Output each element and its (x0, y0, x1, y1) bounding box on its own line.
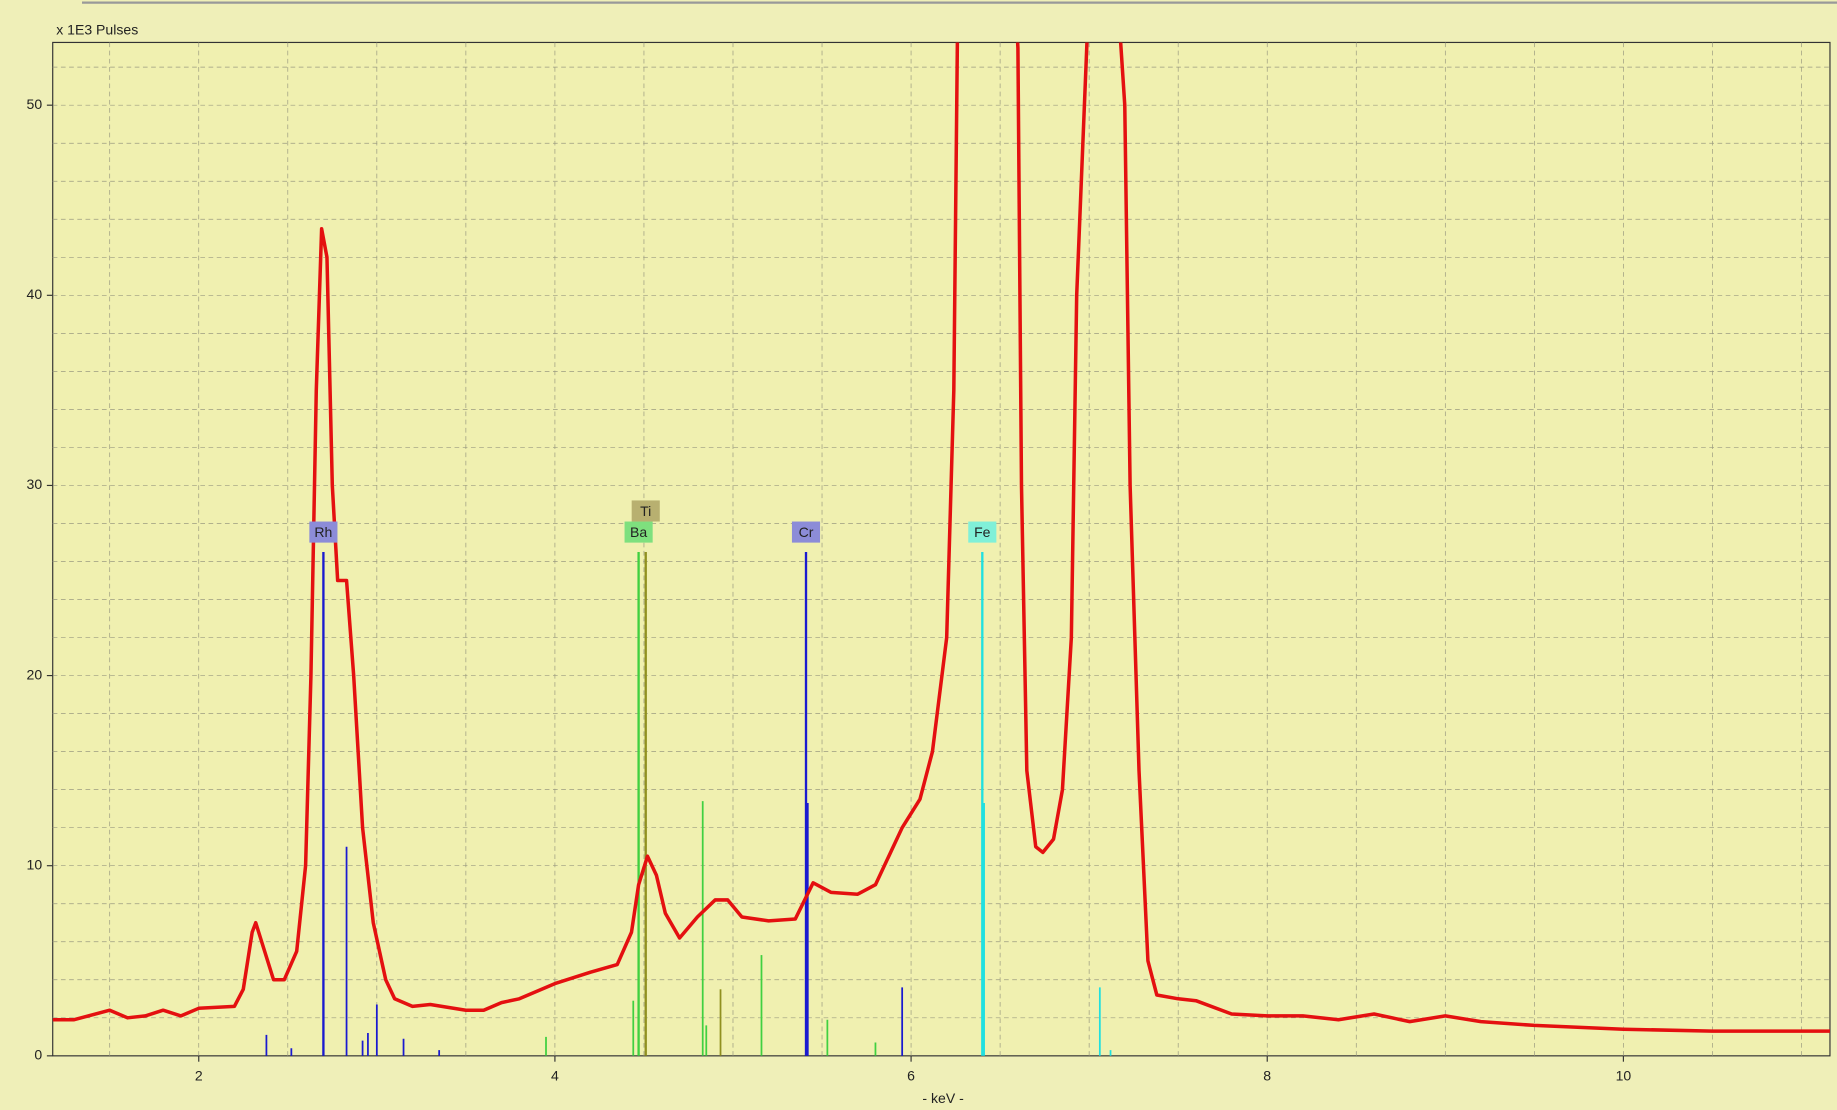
element-label: Fe (974, 524, 991, 540)
element-label-box (309, 521, 338, 543)
element-label-box (791, 521, 821, 543)
x-axis-label: - keV - (922, 1090, 964, 1106)
x-tick-label: 6 (907, 1068, 915, 1084)
x-tick-label: 8 (1263, 1068, 1271, 1084)
plot-area (52, 41, 1831, 1057)
element-label-box (968, 521, 997, 543)
element-label: Cr (799, 524, 814, 540)
y-tick-label: 50 (27, 96, 43, 112)
y-tick-label: 40 (27, 286, 43, 302)
spectrum-line (52, 42, 1830, 1033)
element-label-box (631, 500, 660, 522)
y-tick-label: 20 (27, 666, 43, 682)
y-tick-label: 0 (34, 1047, 42, 1063)
y-tick-label: 10 (27, 856, 43, 872)
y-axis-label: x 1E3 Pulses (56, 21, 138, 37)
element-label: Ba (630, 524, 647, 540)
y-tick-label: 30 (27, 476, 43, 492)
element-label: Rh (314, 524, 332, 540)
element-label-box (624, 521, 653, 543)
x-tick-label: 2 (195, 1068, 203, 1084)
x-tick-label: 10 (1616, 1068, 1632, 1084)
element-label: Ti (640, 503, 651, 519)
x-tick-label: 4 (551, 1068, 559, 1084)
